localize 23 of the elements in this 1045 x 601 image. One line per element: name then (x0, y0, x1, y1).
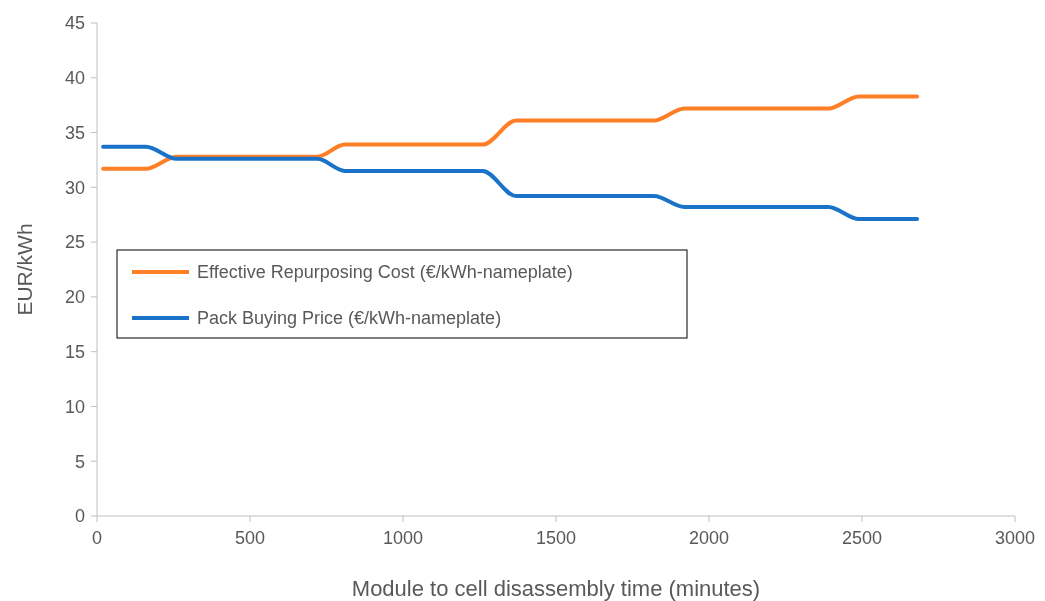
legend-label: Effective Repurposing Cost (€/kWh-nameplate) (197, 262, 573, 283)
legend-label: Pack Buying Price (€/kWh-nameplate) (197, 308, 502, 329)
y-tick-label: 40 (64, 68, 85, 89)
x-tick-label: 2000 (688, 528, 730, 548)
line-series (101, 94, 920, 171)
x-tick-label: 1000 (382, 528, 424, 548)
y-tick-label: 5 (74, 451, 85, 472)
x-axis-title: Module to cell disassembly time (minutes) (351, 576, 761, 601)
y-tick-label: 35 (64, 122, 85, 143)
y-tick-label: 0 (74, 506, 85, 527)
x-tick-label: 1500 (535, 528, 577, 548)
y-tick-label: 10 (64, 396, 85, 417)
x-tick-label: 3000 (994, 528, 1036, 548)
y-axis-title: EUR/kWh (13, 223, 36, 316)
line-series (101, 144, 920, 222)
y-tick-label: 15 (64, 341, 85, 362)
x-tick-label: 500 (234, 528, 266, 548)
x-tick-label: 2500 (841, 528, 883, 548)
x-tick-label: 0 (91, 528, 103, 548)
y-tick-label: 20 (64, 287, 85, 308)
y-tick-label: 30 (64, 177, 85, 198)
y-tick-label: 25 (64, 232, 85, 253)
y-tick-label: 45 (64, 13, 85, 34)
